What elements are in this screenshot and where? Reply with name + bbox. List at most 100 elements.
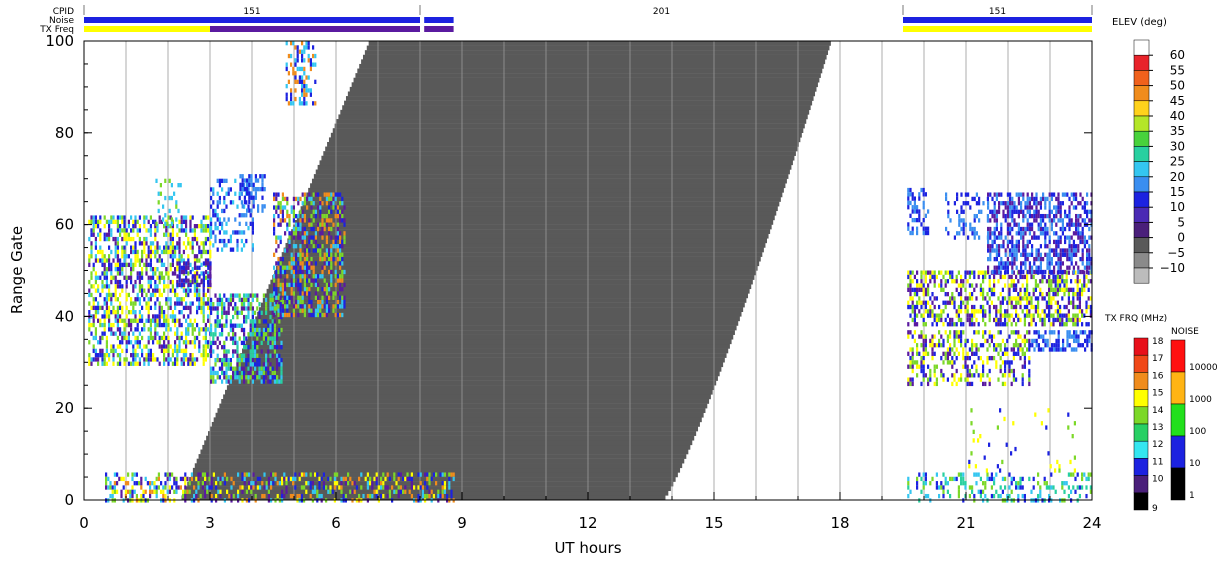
echo-cell (291, 205, 293, 209)
echo-cell (282, 291, 284, 295)
echo-cell (204, 490, 206, 494)
echo-cell (234, 179, 236, 183)
echo-cell (178, 228, 180, 232)
echo-cell (165, 246, 167, 250)
echo-cell (179, 274, 181, 278)
echo-cell (194, 279, 196, 283)
echo-cell (1040, 257, 1042, 261)
echo-cell (105, 477, 107, 481)
echo-cell (302, 218, 304, 222)
echo-cell (953, 373, 955, 377)
echo-cell (1031, 339, 1033, 343)
echo-cell (960, 275, 962, 279)
echo-cell (205, 293, 207, 297)
echo-cell (301, 80, 303, 84)
echo-cell (142, 490, 144, 494)
echo-cell (273, 283, 275, 287)
echo-cell (291, 266, 293, 270)
echo-cell (137, 220, 139, 224)
echo-cell (254, 311, 256, 315)
echo-cell (119, 344, 121, 348)
echo-cell (104, 267, 106, 271)
echo-cell (176, 261, 178, 265)
echo-cell (341, 210, 343, 214)
echo-cell (230, 239, 232, 243)
echo-cell (940, 283, 942, 287)
echo-cell (969, 485, 971, 489)
echo-cell (1088, 279, 1090, 283)
echo-cell (145, 490, 147, 494)
echo-cell (1030, 318, 1032, 322)
echo-cell (1002, 244, 1004, 248)
echo-cell (1035, 218, 1037, 222)
echo-cell (189, 353, 191, 357)
echo-cell (916, 227, 918, 231)
echo-cell (258, 315, 260, 319)
echo-cell (1028, 301, 1030, 305)
echo-cell (1070, 472, 1072, 476)
echo-cell (339, 231, 341, 235)
echo-cell (211, 494, 213, 498)
echo-cell (250, 332, 252, 336)
echo-cell (958, 339, 960, 343)
echo-cell (269, 362, 271, 366)
echo-cell (95, 271, 97, 275)
echo-cell (205, 301, 207, 305)
echo-cell (1066, 275, 1068, 279)
echo-cell (117, 314, 119, 318)
echo-cell (250, 371, 252, 375)
echo-cell (99, 353, 101, 357)
echo-cell (221, 367, 223, 371)
echo-cell (181, 224, 183, 228)
echo-cell (1024, 292, 1026, 296)
echo-cell (947, 481, 949, 485)
echo-cell (297, 300, 299, 304)
echo-cell (306, 197, 308, 201)
echo-cell (219, 477, 221, 481)
ground-scatter-cell (359, 64, 824, 69)
echo-cell (206, 472, 208, 476)
echo-cell (194, 224, 196, 228)
echo-cell (993, 318, 995, 322)
echo-cell (310, 283, 312, 287)
echo-cell (907, 222, 909, 226)
echo-cell (176, 241, 178, 245)
echo-cell (321, 494, 323, 498)
echo-cell (1088, 227, 1090, 231)
echo-cell (341, 287, 343, 291)
echo-cell (1038, 235, 1040, 239)
echo-cell (1011, 218, 1013, 222)
echo-cell (132, 362, 134, 366)
echo-cell (907, 481, 909, 485)
echo-cell (1053, 205, 1055, 209)
echo-cell (178, 250, 180, 254)
echo-cell (989, 296, 991, 300)
echo-cell (973, 322, 975, 326)
echo-cell (123, 276, 125, 280)
echo-cell (156, 228, 158, 232)
echo-cell (185, 353, 187, 357)
echo-cell (1062, 227, 1064, 231)
echo-cell (185, 224, 187, 228)
echo-cell (174, 254, 176, 258)
echo-cell (299, 244, 301, 248)
echo-cell (139, 237, 141, 241)
echo-cell (268, 477, 270, 481)
echo-cell (1077, 227, 1079, 231)
echo-cell (978, 218, 980, 222)
echo-cell (258, 362, 260, 366)
echo-cell (134, 353, 136, 357)
echo-cell (938, 343, 940, 347)
echo-cell (141, 349, 143, 353)
echo-cell (117, 280, 119, 284)
echo-cell (187, 314, 189, 318)
echo-cell (951, 373, 953, 377)
echo-cell (345, 494, 347, 498)
echo-cell (172, 233, 174, 237)
echo-cell (165, 314, 167, 318)
echo-cell (99, 250, 101, 254)
echo-cell (1041, 322, 1043, 326)
echo-cell (1071, 244, 1073, 248)
echo-cell (337, 248, 339, 252)
echo-cell (270, 481, 272, 485)
